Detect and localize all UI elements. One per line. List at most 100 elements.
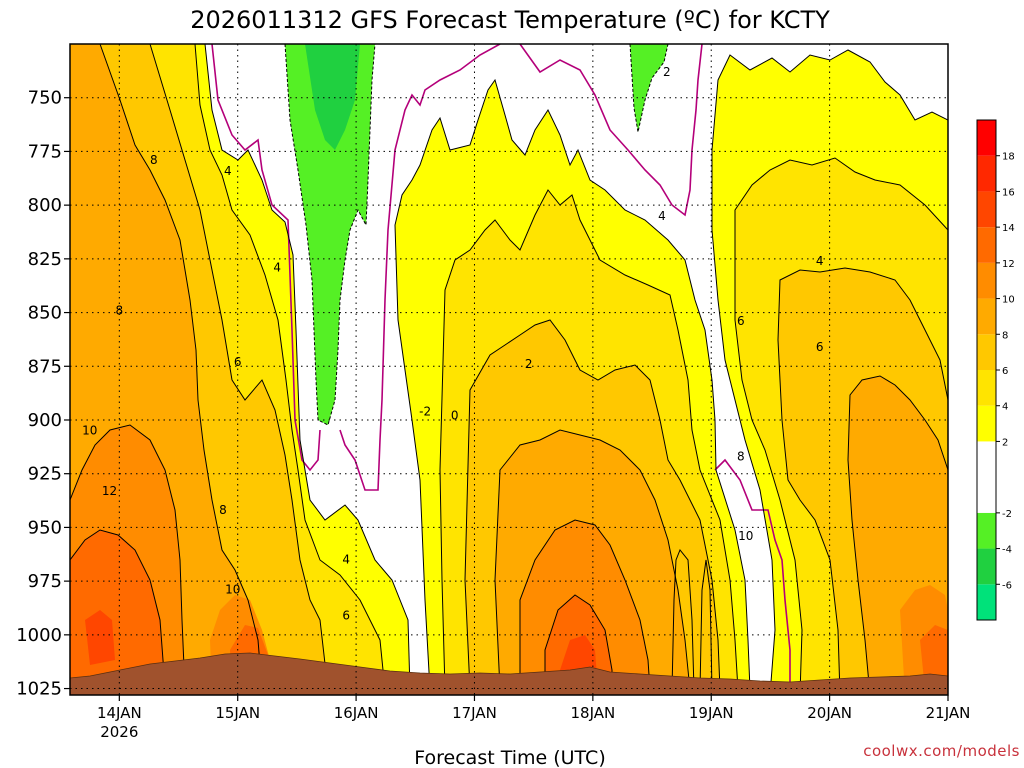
colorbar-swatch — [977, 120, 996, 156]
colorbar-swatch — [977, 405, 996, 442]
fill-band-12-14d — [920, 625, 948, 690]
contour-label: 2 — [663, 65, 671, 79]
x-tick-label: 16JAN — [334, 704, 379, 722]
contour-label: 4 — [816, 254, 824, 268]
colorbar-swatch — [977, 370, 996, 406]
y-tick-label: 950 — [28, 517, 62, 538]
fill-band-cold-3 — [630, 44, 668, 132]
colorbar-swatch — [977, 548, 996, 585]
x-axis-label: Forecast Time (UTC) — [414, 747, 605, 768]
x-tick-label: 17JAN — [452, 704, 497, 722]
contour-line-10b — [519, 519, 651, 691]
contour-line-vertical-2 — [699, 559, 713, 691]
contour-line-8 — [99, 44, 263, 691]
contour-lines — [70, 44, 948, 695]
contour-line-8c — [847, 375, 948, 695]
fill-band-cold-2 — [305, 44, 360, 150]
contour-line-6b — [464, 319, 721, 691]
colorbar-tick-label: 6 — [1002, 366, 1008, 377]
colorbar-swatch — [977, 262, 996, 299]
y-tick-label: 1000 — [16, 625, 62, 646]
contour-label: -2 — [419, 404, 431, 418]
plot-frame — [69, 43, 949, 696]
contour-line-4 — [194, 44, 386, 691]
terrain-ground — [70, 652, 948, 695]
contour-label: 4 — [658, 209, 666, 223]
colorbar-tick-label: -4 — [1002, 545, 1012, 556]
contour-line-12b — [544, 594, 613, 690]
colorbar-swatch — [977, 334, 996, 370]
colorbar-tick-label: 14 — [1002, 223, 1015, 234]
contour-line-4c — [734, 157, 948, 695]
contour-line-zero-4 — [714, 458, 791, 690]
y-tick-label: 975 — [28, 571, 62, 592]
credit-link[interactable]: coolwx.com/models — [863, 742, 1020, 760]
y-tick-label: 875 — [28, 356, 62, 377]
contour-line-4b — [439, 189, 739, 691]
contour-label: 4 — [1013, 415, 1021, 429]
contour-label: 4 — [342, 553, 350, 567]
colorbar-swatch — [977, 155, 996, 192]
x-tick-label: 21JAN — [926, 704, 971, 722]
colorbar-swatch — [977, 191, 996, 228]
contour-line-2b — [394, 78, 751, 691]
x-tick-label: 14JAN — [97, 704, 142, 722]
colorbar-tick-label: 16 — [1002, 187, 1015, 198]
contour-label: 10 — [970, 656, 985, 670]
contour-line-neg-2b — [629, 44, 669, 133]
contour-label: 6 — [1018, 658, 1024, 672]
y-axis: 750 775 800 825 850 875 900 925 950 975 1000 1025 — [16, 88, 70, 700]
colorbar-swatch — [977, 584, 996, 620]
colorbar-swatch — [977, 227, 996, 263]
contour-label: 0 — [451, 409, 459, 423]
fill-band-14-16b — [85, 610, 115, 665]
contour-label: 6 — [342, 609, 350, 623]
y-tick-label: 925 — [28, 464, 62, 485]
contour-line-zero — [211, 44, 321, 472]
contour-label: 10 — [225, 583, 240, 597]
contour-label: 6 — [737, 314, 745, 328]
contour-label: 6 — [234, 355, 242, 369]
y-tick-label: 775 — [28, 141, 62, 162]
plot-area: 84486101281046-2022464681002246280106244… — [70, 44, 1024, 695]
contour-line-zero-2 — [339, 44, 501, 491]
contour-label: 10 — [738, 529, 753, 543]
colorbar-tick-label: 4 — [1002, 402, 1008, 413]
grid-lines — [70, 44, 948, 695]
colorbar: -6 -4 -2 2 4 6 8 10 12 14 16 18 — [976, 119, 1015, 621]
colorbar-tick-label: 18 — [1002, 152, 1015, 163]
contour-line-2c — [711, 49, 948, 695]
colorbar-tick-label: 10 — [1002, 295, 1015, 306]
contour-line-8b — [494, 429, 691, 691]
contour-label: 12 — [102, 484, 117, 498]
contour-label: 8 — [219, 503, 227, 517]
contour-line-12 — [70, 529, 166, 691]
colorbar-swatch — [977, 298, 996, 335]
contour-label: 2 — [525, 357, 533, 371]
contour-line-neg-2 — [284, 44, 376, 426]
contour-line-10 — [70, 424, 186, 691]
colorbar-tick-label: 2 — [1002, 437, 1008, 448]
y-tick-label: 750 — [28, 88, 62, 109]
x-tick-label: 18JAN — [570, 704, 615, 722]
contour-label: 8 — [116, 303, 124, 317]
contour-label: 8 — [150, 153, 158, 167]
contour-label: 4 — [273, 260, 281, 274]
x-tick-label: 19JAN — [689, 704, 734, 722]
x-axis: 14JAN 15JAN 16JAN 17JAN 18JAN 19JAN 20JAN 21JAN… — [97, 695, 970, 741]
temperature-fill-layers — [70, 44, 948, 695]
colorbar-tick-label: -2 — [1002, 509, 1012, 520]
contour-labels: 84486101281046-2022464681002246280106244… — [82, 65, 1024, 672]
colorbar-swatch — [977, 441, 996, 513]
contour-label: 4 — [224, 164, 232, 178]
y-tick-label: 800 — [28, 195, 62, 216]
fill-band-cold-1 — [285, 44, 375, 425]
contour-label: 6 — [816, 340, 824, 354]
x-tick-label: 15JAN — [215, 704, 260, 722]
contour-line-vertical-1 — [671, 549, 695, 691]
contour-label: 8 — [737, 450, 745, 464]
colorbar-tick-label: 8 — [1002, 330, 1008, 341]
contour-line-6 — [149, 44, 329, 691]
contour-line-6c — [777, 267, 948, 695]
